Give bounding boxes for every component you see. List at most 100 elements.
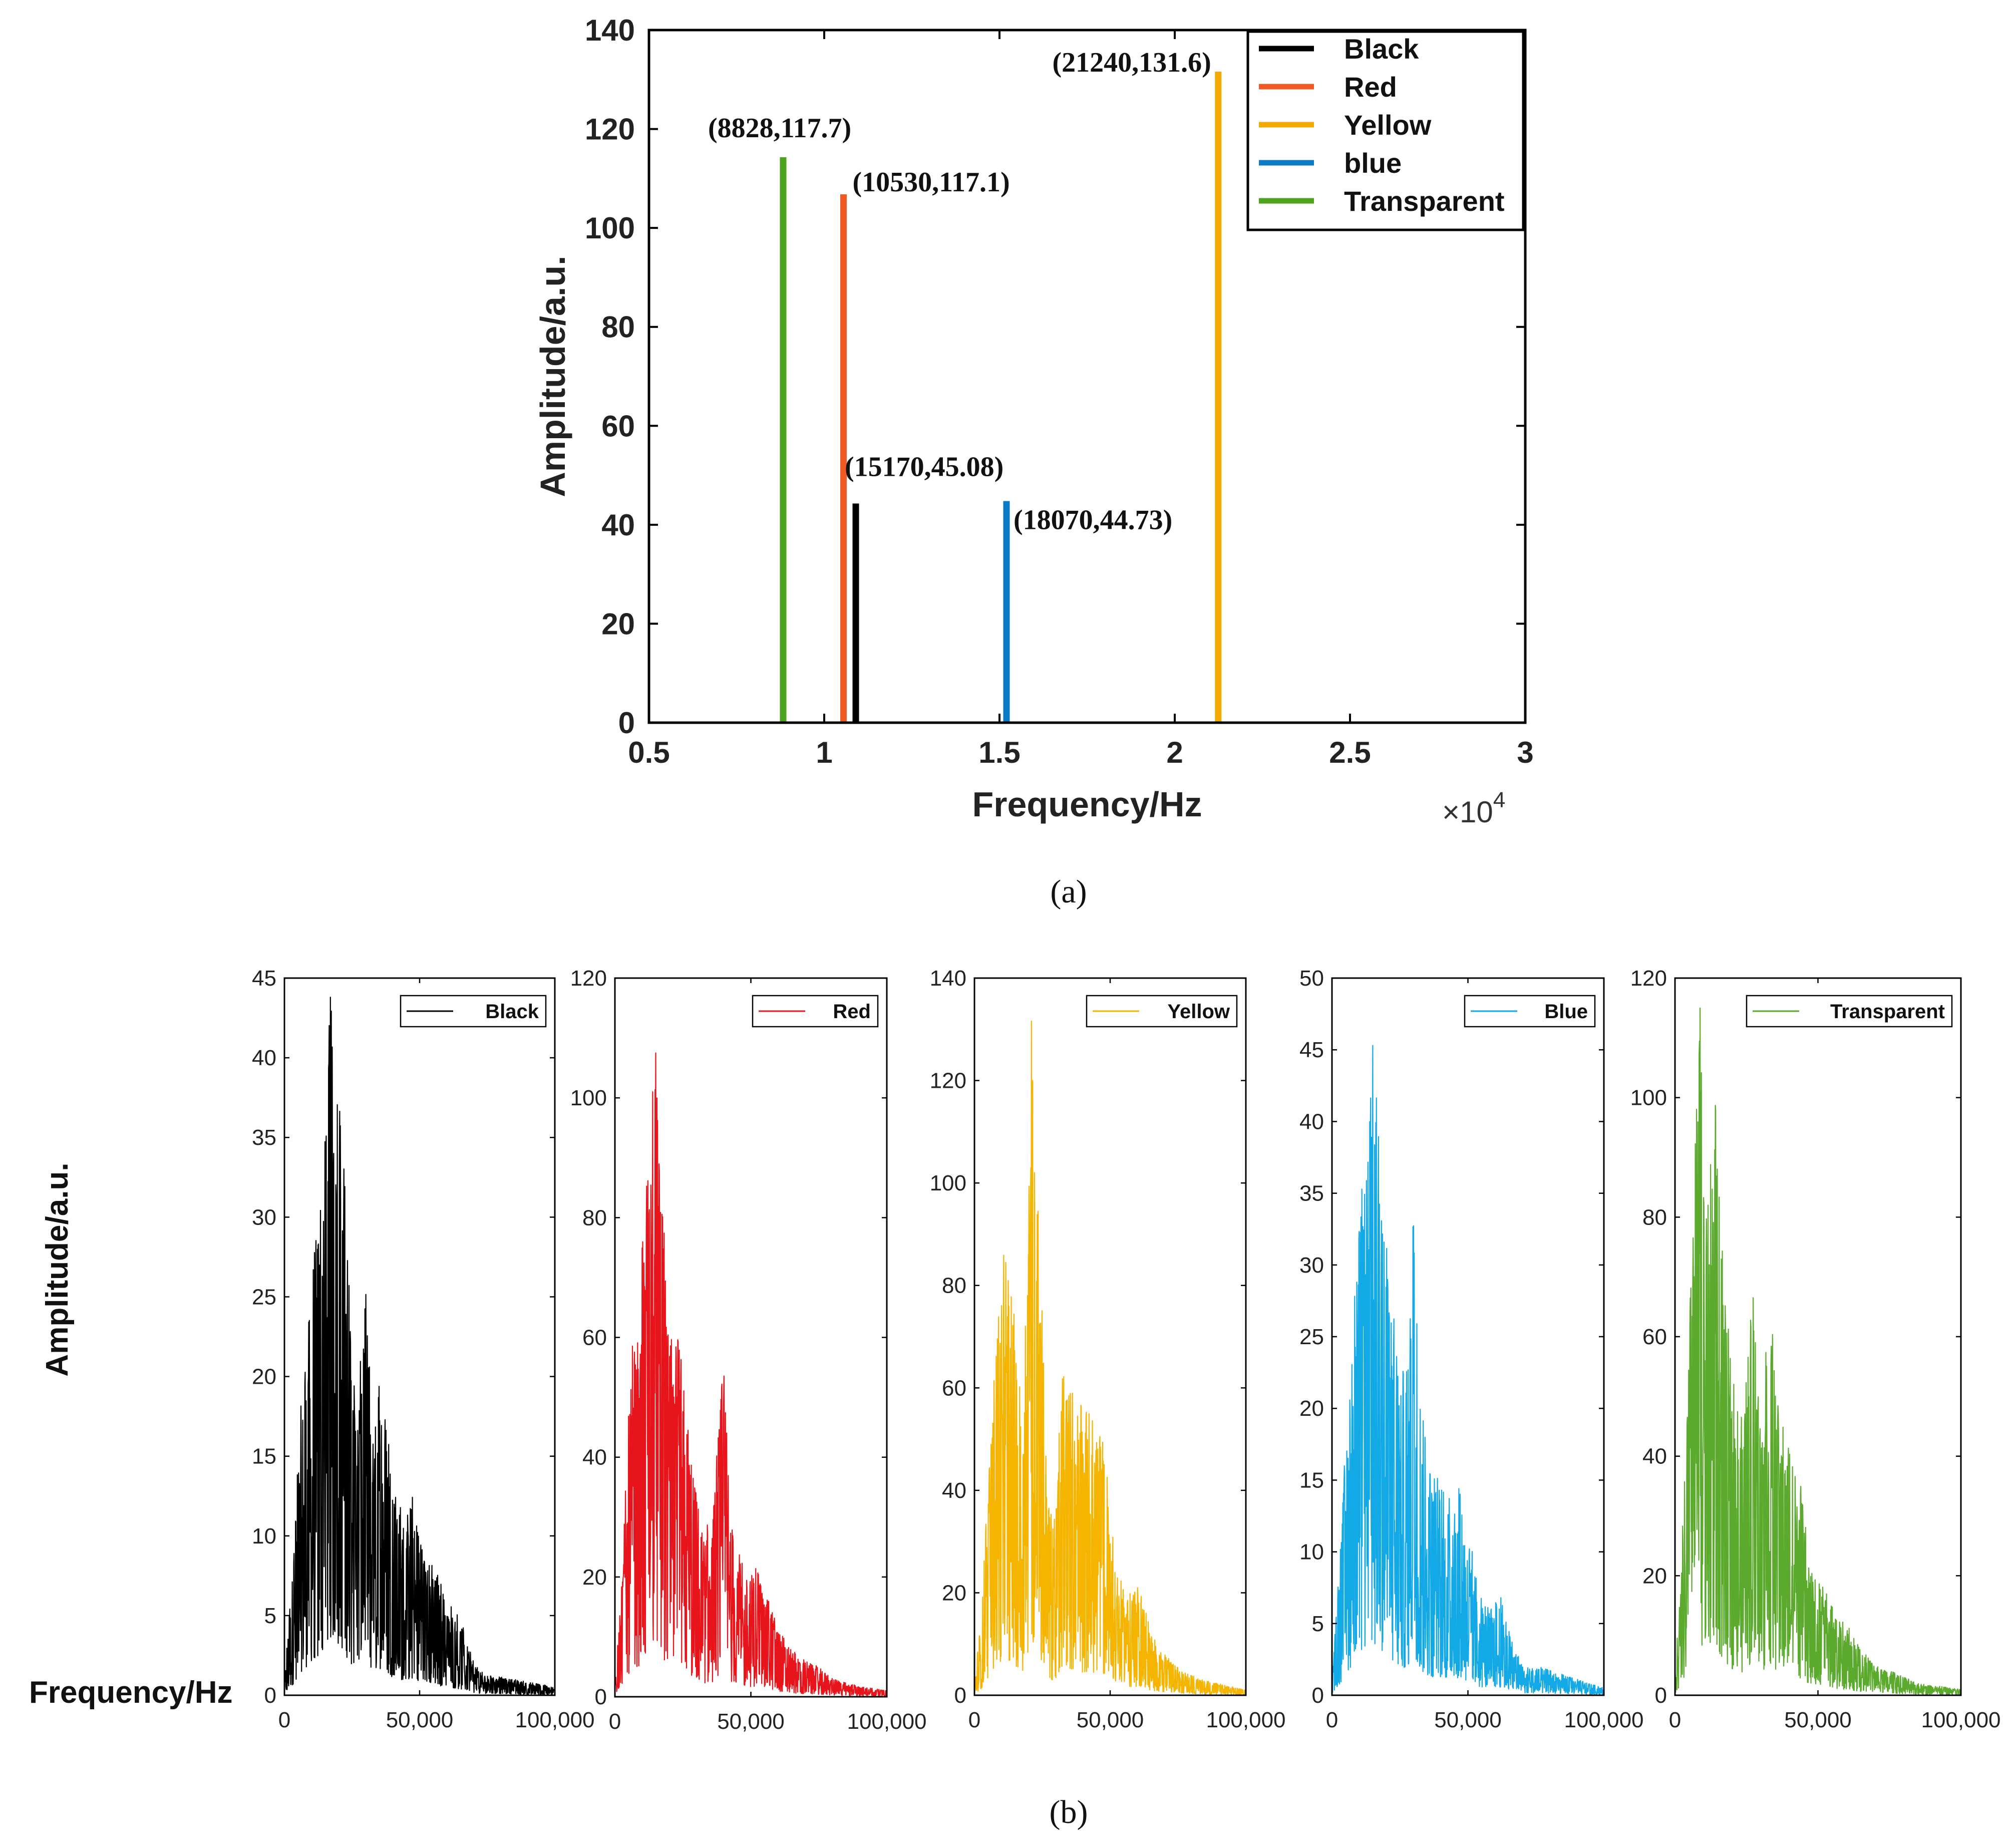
chart-b-x-axis-title: Frequency/Hz	[29, 1675, 233, 1710]
chart-b-panel-blue: 0 5 10 15 20 25 30 35 40 45 50 0 50,000 100,000 Blue	[1299, 966, 1643, 1732]
chart-b-y-tick-label: 20	[1642, 1564, 1667, 1588]
chart-b-panel-transparent: 0 20 40 60 80 100 120 0 50,000 100,000 Transparent	[1630, 966, 2001, 1732]
chart-b-y-tick-label: 40	[252, 1046, 276, 1070]
chart-b-panel-red: 0 20 40 60 80 100 120 0 50,000 100,000 Red	[570, 966, 927, 1734]
chart-a-x-tick-label: 1.5	[978, 736, 1020, 769]
chart-b-y-tick-label: 15	[252, 1444, 276, 1469]
chart-b-y-tick-label: 10	[1299, 1540, 1324, 1565]
chart-b-y-tick-label: 0	[264, 1683, 276, 1708]
chart-b-x-tick-label: 0	[968, 1708, 980, 1732]
chart-b-y-tick-label: 30	[252, 1205, 276, 1230]
chart-b-legend-label: Red	[833, 1001, 871, 1023]
chart-b-y-axis-title: Amplitude/a.u.	[40, 1162, 75, 1376]
chart-a-legend-label: Transparent	[1344, 185, 1505, 217]
chart-a-x-tick-label: 2.5	[1329, 736, 1371, 769]
chart-b-legend-label: Yellow	[1168, 1001, 1230, 1023]
chart-b-y-tick-label: 60	[1642, 1325, 1667, 1349]
chart-b-series-red	[614, 1052, 887, 1697]
chart-b-y-tick-label: 140	[930, 966, 966, 991]
chart-a-legend-label: blue	[1344, 147, 1402, 179]
chart-a-y-tick-label: 120	[585, 113, 635, 146]
chart-b-y-tick-label: 0	[1655, 1683, 1667, 1708]
chart-b-x-tick-label: 100,000	[1564, 1708, 1643, 1732]
chart-b-y-tick-label: 50	[1299, 966, 1324, 991]
chart-b-x-tick-label: 100,000	[847, 1709, 926, 1734]
chart-a-y-tick-label: 140	[585, 14, 635, 47]
chart-a-legend-label: Red	[1344, 71, 1397, 103]
chart-b-y-tick-label: 35	[1299, 1181, 1324, 1206]
chart-a-legend-box	[1246, 30, 1525, 231]
chart-a-x-multiplier-base: ×10	[1442, 795, 1493, 829]
chart-b-y-tick-label: 30	[1299, 1253, 1324, 1278]
chart-a-annotation-blue: (18070,44.73)	[1014, 504, 1172, 535]
chart-b-y-tick-label: 20	[252, 1365, 276, 1389]
chart-b-y-tick-label: 100	[1630, 1086, 1667, 1110]
chart-b-y-tick-label: 100	[930, 1171, 966, 1195]
chart-b-y-tick-label: 120	[570, 966, 607, 991]
chart-b-x-tick-label: 100,000	[1921, 1708, 2000, 1732]
chart-b-y-tick-label: 20	[582, 1565, 607, 1590]
chart-b-y-tick-label: 0	[1312, 1683, 1324, 1708]
chart-a-x-tick-label: 2	[1166, 736, 1183, 769]
chart-b-y-tick-label: 15	[1299, 1468, 1324, 1492]
chart-b-y-tick-label: 25	[252, 1285, 276, 1309]
chart-b-y-tick-label: 40	[1299, 1109, 1324, 1134]
chart-a-annotation-yellow: (21240,131.6)	[1053, 47, 1211, 78]
chart-a-annotation-red: (10530,117.1)	[853, 167, 1010, 198]
chart-b-panel-black: 0 5 10 15 20 25 30 35 40 45 0 50,000 100,000 Black	[252, 966, 594, 1732]
chart-b-y-tick-label: 20	[1299, 1396, 1324, 1421]
chart-b-y-tick-label: 80	[582, 1205, 607, 1230]
chart-b-caption: (b)	[1050, 1794, 1088, 1830]
chart-a-caption: (a)	[1050, 873, 1087, 910]
chart-a-plot-frame	[647, 29, 1527, 724]
chart-b-x-tick-label: 50,000	[1077, 1708, 1144, 1732]
chart-b-y-tick-label: 40	[942, 1478, 966, 1503]
chart-b-x-tick-label: 50,000	[1784, 1708, 1852, 1732]
chart-a-legend-label: Yellow	[1344, 109, 1432, 141]
chart-b-series-blue	[1331, 1045, 1605, 1695]
chart-b-x-tick-label: 0	[1669, 1708, 1681, 1732]
chart-b: 0 5 10 15 20 25 30 35 40 45 0 50,000 100,000 Black 0 20…	[29, 966, 2001, 1830]
chart-a-x-axis-title: Frequency/Hz	[972, 785, 1202, 824]
chart-a-y-tick-label: 100	[585, 211, 635, 245]
chart-b-y-tick-label: 0	[595, 1685, 607, 1709]
chart-b-panels: 0 5 10 15 20 25 30 35 40 45 0 50,000 100,000 Black 0 20…	[252, 966, 2000, 1734]
chart-b-legend-label: Blue	[1544, 1001, 1588, 1023]
chart-b-y-tick-label: 120	[1630, 966, 1667, 991]
chart-b-y-tick-label: 5	[264, 1604, 276, 1628]
chart-b-y-tick-label: 10	[252, 1524, 276, 1549]
chart-a-y-tick-label: 0	[618, 706, 635, 740]
chart-a-x-multiplier: ×104	[1442, 788, 1505, 829]
chart-b-y-tick-label: 60	[942, 1376, 966, 1400]
chart-b-y-tick-label: 80	[942, 1274, 966, 1298]
chart-a-x-tick-label: 0.5	[628, 736, 669, 769]
chart-b-x-tick-label: 0	[1326, 1708, 1338, 1732]
chart-b-y-tick-label: 120	[930, 1069, 966, 1093]
chart-b-series-transparent	[1674, 1007, 1962, 1695]
chart-b-panel-yellow: 0 20 40 60 80 100 120 140 0 50,000 100,000 Yellow	[930, 966, 1286, 1732]
chart-b-legend-label: Transparent	[1830, 1001, 1945, 1023]
chart-b-y-tick-label: 0	[954, 1683, 966, 1708]
chart-a-y-tick-label: 60	[601, 409, 635, 443]
chart-b-series-yellow	[973, 1020, 1246, 1696]
chart-b-y-tick-label: 60	[582, 1326, 607, 1350]
chart-b-x-tick-label: 50,000	[1434, 1708, 1502, 1732]
chart-b-x-tick-label: 100,000	[515, 1708, 594, 1732]
chart-b-x-tick-label: 100,000	[1206, 1708, 1285, 1732]
chart-a-legend: Black Red Yellow blue Transparent	[1246, 30, 1525, 231]
chart-a-x-tick-label: 3	[1517, 736, 1533, 769]
chart-a-legend-label: Black	[1344, 33, 1419, 65]
chart-a-stems	[780, 71, 1222, 723]
chart-b-y-tick-label: 100	[570, 1086, 607, 1110]
chart-b-y-tick-label: 40	[582, 1445, 607, 1470]
chart-a-x-tick-label: 1	[816, 736, 832, 769]
chart-b-x-tick-label: 50,000	[717, 1709, 785, 1734]
chart-a-annotation-transparent: (8828,117.7)	[708, 113, 851, 144]
chart-a-y-axis-title: Amplitude/a.u.	[533, 255, 572, 497]
chart-b-y-tick-label: 45	[252, 966, 276, 991]
chart-b-y-tick-label: 35	[252, 1125, 276, 1150]
chart-b-y-tick-label: 5	[1312, 1612, 1324, 1636]
chart-a-annotation-black: (15170,45.08)	[845, 451, 1003, 482]
chart-a-y-tick-label: 40	[601, 508, 635, 542]
